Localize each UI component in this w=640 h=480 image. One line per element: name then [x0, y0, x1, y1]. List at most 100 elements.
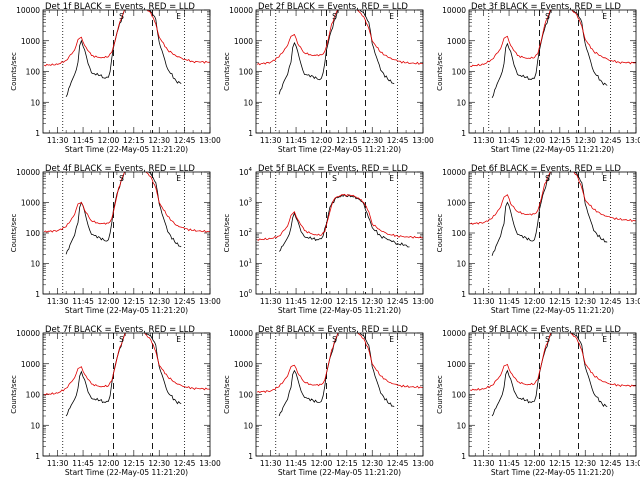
- y-tick-label: 1000: [447, 37, 466, 46]
- x-tick-label: 12:00: [311, 459, 333, 468]
- y-tick-label: 10000: [16, 6, 40, 15]
- y-tick-label: 104: [239, 167, 253, 177]
- x-tick-label: 11:30: [260, 297, 282, 306]
- y-tick-base: 10: [239, 260, 249, 269]
- y-tick-label: 10: [30, 98, 40, 107]
- x-tick-label: 12:15: [123, 297, 145, 306]
- marker-label: E: [389, 174, 394, 183]
- events-line: [491, 333, 608, 417]
- marker-label: S: [545, 12, 550, 21]
- lld-line: [469, 172, 636, 225]
- marker-label: E: [389, 335, 394, 344]
- y-axis-label: Counts/sec: [223, 214, 231, 253]
- y-tick-label: 10: [243, 98, 253, 107]
- series-group: [256, 193, 423, 252]
- panel-title: Det 5f BLACK = Events, RED = LLD: [258, 164, 408, 174]
- x-tick-label: 11:45: [285, 459, 307, 468]
- y-tick-label: 102: [239, 228, 252, 238]
- x-axis-label: Start Time (22-May-05 11:21:20): [278, 145, 401, 154]
- events-line: [491, 10, 608, 98]
- lld-line: [469, 10, 636, 68]
- x-tick-label: 12:45: [387, 459, 409, 468]
- x-tick-label: 11:30: [260, 459, 282, 468]
- marker-label: S: [545, 335, 550, 344]
- marker-label: E: [602, 174, 607, 183]
- panel-1: Det 1f BLACK = Events, RED = LLD 1 10 100 10…: [10, 2, 221, 154]
- x-tick-label: 12:15: [549, 459, 571, 468]
- y-tick-label: 100: [26, 68, 41, 77]
- x-tick-label: 13:00: [199, 297, 221, 306]
- y-axis-label: Counts/sec: [10, 52, 18, 91]
- marker-label: S: [332, 335, 337, 344]
- y-tick-label: 10: [30, 421, 40, 430]
- x-tick-label: 12:15: [549, 136, 571, 145]
- lld-line: [469, 333, 636, 391]
- x-axis-label: Start Time (22-May-05 11:21:20): [278, 306, 401, 315]
- x-tick-label: 13:00: [412, 459, 434, 468]
- y-tick-label: 1: [461, 290, 466, 299]
- marker-label: E: [176, 335, 181, 344]
- panel-title: Det 4f BLACK = Events, RED = LLD: [45, 164, 195, 174]
- series-group: [469, 10, 636, 98]
- x-tick-label: 12:45: [387, 297, 409, 306]
- y-axis-label: Counts/sec: [10, 375, 18, 414]
- y-tick-base: 10: [239, 229, 249, 238]
- y-tick-label: 1: [248, 129, 253, 138]
- x-tick-label: 12:15: [336, 297, 358, 306]
- panel-2: Det 2f BLACK = Events, RED = LLD 1 10 100 10…: [223, 2, 434, 154]
- panel-title: Det 9f BLACK = Events, RED = LLD: [471, 325, 621, 335]
- y-tick-label: 1000: [234, 360, 253, 369]
- lld-line: [256, 193, 423, 241]
- marker-label: S: [119, 335, 124, 344]
- x-tick-label: 12:15: [336, 136, 358, 145]
- x-tick-label: 11:30: [47, 459, 69, 468]
- y-tick-label: 10000: [229, 329, 253, 338]
- x-tick-label: 11:30: [473, 136, 495, 145]
- y-tick-exponent: 2: [249, 228, 253, 234]
- x-tick-label: 12:45: [387, 136, 409, 145]
- panel-7: Det 7f BLACK = Events, RED = LLD 1 10 100 10…: [10, 325, 221, 477]
- panel-9: Det 9f BLACK = Events, RED = LLD 1 10 100 10…: [436, 325, 640, 477]
- panel-title: Det 6f BLACK = Events, RED = LLD: [471, 164, 621, 174]
- x-tick-label: 12:30: [361, 459, 383, 468]
- x-tick-label: 12:30: [574, 459, 596, 468]
- panel-6: Det 6f BLACK = Events, RED = LLD 1 10 100 10…: [436, 164, 640, 315]
- y-tick-label: 10000: [442, 329, 466, 338]
- y-axis-label: Counts/sec: [223, 375, 231, 414]
- plot-frame: [255, 9, 424, 134]
- panel-3: Det 3f BLACK = Events, RED = LLD 1 10 100 10…: [436, 2, 640, 154]
- x-axis-label: Start Time (22-May-05 11:21:20): [491, 306, 614, 315]
- y-tick-label: 100: [26, 229, 41, 238]
- y-tick-label: 1000: [447, 199, 466, 208]
- events-line: [65, 333, 182, 417]
- x-tick-label: 12:30: [361, 136, 383, 145]
- y-tick-label: 10000: [442, 6, 466, 15]
- x-tick-label: 12:15: [123, 459, 145, 468]
- series-group: [256, 10, 423, 95]
- y-tick-exponent: 0: [249, 289, 253, 295]
- x-tick-label: 12:00: [524, 459, 546, 468]
- x-tick-label: 12:15: [549, 297, 571, 306]
- plot-frame: [42, 171, 211, 295]
- y-tick-label: 100: [239, 68, 254, 77]
- panel-4: Det 4f BLACK = Events, RED = LLD 1 10 100 10…: [10, 164, 221, 315]
- events-line: [278, 193, 410, 252]
- y-tick-label: 100: [452, 391, 467, 400]
- events-line: [65, 172, 182, 255]
- x-tick-label: 11:45: [72, 297, 94, 306]
- x-tick-label: 12:30: [361, 297, 383, 306]
- y-tick-label: 100: [452, 229, 467, 238]
- lld-line: [43, 333, 210, 396]
- y-tick-label: 1: [461, 129, 466, 138]
- x-tick-label: 13:00: [412, 297, 434, 306]
- x-tick-label: 12:00: [311, 297, 333, 306]
- y-tick-label: 10: [456, 260, 466, 269]
- x-tick-label: 12:00: [311, 136, 333, 145]
- x-tick-label: 12:45: [174, 459, 196, 468]
- y-tick-label: 1: [35, 129, 40, 138]
- y-tick-label: 10000: [442, 168, 466, 177]
- events-line: [278, 10, 395, 95]
- y-tick-label: 10000: [229, 6, 253, 15]
- marker-label: E: [176, 12, 181, 21]
- x-tick-label: 12:45: [174, 136, 196, 145]
